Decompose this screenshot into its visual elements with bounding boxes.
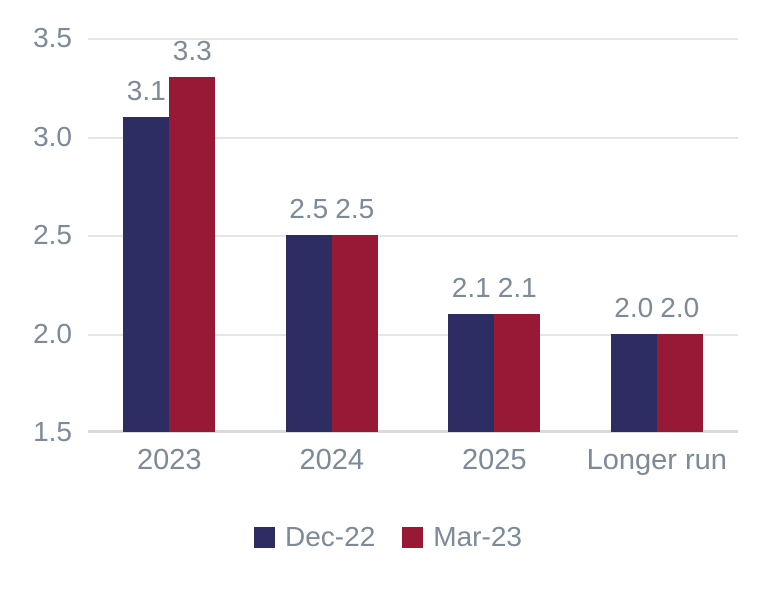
gridline (88, 136, 738, 139)
legend: Dec-22 Mar-23 (0, 523, 776, 551)
bar-value-label: 3.1 (126, 74, 166, 106)
x-axis-category-label: 2025 (461, 444, 527, 476)
bar-mar-23-2023 (169, 77, 216, 432)
legend-item-mar-23: Mar-23 (402, 523, 522, 551)
legend-item-dec-22: Dec-22 (254, 523, 375, 551)
bar-value-label: 2.0 (660, 291, 700, 323)
x-axis-category-label: 2023 (136, 444, 202, 476)
gridline (88, 333, 738, 336)
bar-value-label: 3.3 (172, 35, 212, 67)
y-axis-tick-label: 2.5 (33, 219, 72, 250)
x-axis-category-label: Longer run (586, 444, 727, 476)
bar-value-label: 2.5 (289, 193, 329, 224)
legend-swatch-mar-23 (402, 526, 424, 548)
y-axis-tick-label: 3.0 (33, 120, 72, 152)
bar-value-label: 2.1 (497, 271, 537, 303)
bar-dec-22-2024 (285, 235, 332, 432)
bar-value-label: 2.1 (451, 271, 491, 303)
bar-mar-23-2024 (331, 235, 378, 432)
legend-label: Mar-23 (433, 521, 522, 552)
bar-mar-23-2025 (494, 313, 541, 432)
x-axis-baseline (88, 430, 738, 433)
gridline (88, 235, 738, 237)
bar-dec-22-2025 (448, 313, 495, 432)
y-axis-tick-label: 1.5 (33, 416, 72, 447)
plot-area: 3.1 3.3 2.5 2.5 2.1 2.1 2.0 2.0 (88, 35, 738, 433)
y-axis-tick-label: 3.5 (33, 22, 72, 53)
legend-label: Dec-22 (285, 521, 376, 552)
bar-value-label: 2.0 (614, 291, 654, 323)
bar-value-label: 2.5 (335, 193, 375, 224)
legend-swatch-dec-22 (254, 526, 276, 548)
bar-dec-22-longer-run (610, 333, 657, 432)
x-axis-category-label: 2024 (299, 444, 364, 476)
bar-dec-22-2023 (123, 116, 170, 432)
bar-mar-23-longer-run (656, 333, 703, 432)
gridline (88, 38, 738, 40)
y-axis-tick-label: 2.0 (33, 317, 72, 349)
